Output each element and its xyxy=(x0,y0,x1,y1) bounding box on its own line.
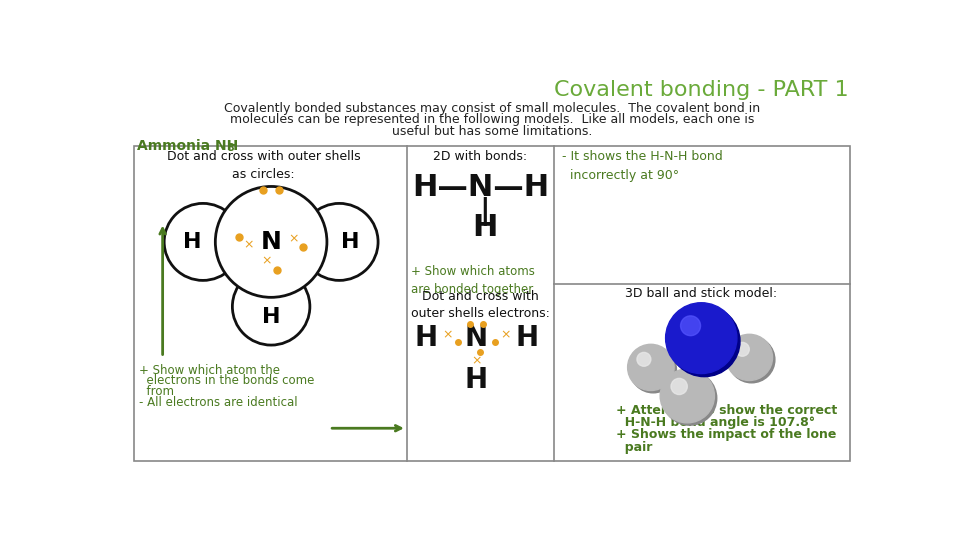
Text: 3: 3 xyxy=(227,143,233,153)
Circle shape xyxy=(215,186,327,298)
Circle shape xyxy=(636,353,651,366)
Text: |: | xyxy=(477,197,493,226)
Text: Dot and cross with outer shells
as circles:: Dot and cross with outer shells as circl… xyxy=(167,150,360,180)
Text: ×: × xyxy=(500,328,511,342)
Circle shape xyxy=(660,369,714,423)
Text: Dot and cross with
outer shells electrons:: Dot and cross with outer shells electron… xyxy=(411,289,550,320)
Text: N: N xyxy=(465,324,488,352)
Text: H: H xyxy=(465,367,488,395)
Text: Covalently bonded substances may consist of small molecules.  The covalent bond : Covalently bonded substances may consist… xyxy=(224,102,760,115)
Text: ×: × xyxy=(288,232,299,245)
Text: ×: × xyxy=(261,255,272,268)
Text: H: H xyxy=(472,213,497,241)
Text: ×: × xyxy=(471,355,482,368)
Circle shape xyxy=(669,306,740,377)
Text: H: H xyxy=(262,307,280,327)
Text: 3D ball and stick model:: 3D ball and stick model: xyxy=(625,287,778,300)
Text: useful but has some limitations.: useful but has some limitations. xyxy=(392,125,592,138)
Text: + Show which atoms
are bonded together: + Show which atoms are bonded together xyxy=(411,265,535,296)
Text: ×: × xyxy=(443,328,453,342)
Text: electrons in the bonds come: electrons in the bonds come xyxy=(139,374,315,387)
Circle shape xyxy=(232,268,310,345)
Text: H—N—H: H—N—H xyxy=(412,173,549,201)
Text: 2D with bonds:: 2D with bonds: xyxy=(433,150,527,163)
Text: - It shows the H-N-H bond
  incorrectly at 90°: - It shows the H-N-H bond incorrectly at… xyxy=(562,150,723,181)
Text: - All electrons are identical: - All electrons are identical xyxy=(139,396,298,409)
Text: from: from xyxy=(139,385,175,398)
Circle shape xyxy=(164,204,242,280)
Circle shape xyxy=(628,345,674,390)
Circle shape xyxy=(729,336,775,383)
Text: H: H xyxy=(415,324,438,352)
Bar xyxy=(134,146,850,461)
Text: molecules can be represented in the following models.  Like all models, each one: molecules can be represented in the foll… xyxy=(229,113,755,126)
Text: ×: × xyxy=(244,239,253,252)
Text: + Show which atom the: + Show which atom the xyxy=(139,363,280,376)
Circle shape xyxy=(665,303,737,374)
Circle shape xyxy=(681,316,701,336)
Text: Covalent bonding - PART 1: Covalent bonding - PART 1 xyxy=(554,80,849,100)
Text: Ammonia NH: Ammonia NH xyxy=(137,139,238,153)
Circle shape xyxy=(662,372,717,425)
Text: N: N xyxy=(261,230,281,254)
Text: H: H xyxy=(341,232,359,252)
Text: H-N-H bond angle is 107.8°: H-N-H bond angle is 107.8° xyxy=(616,416,815,429)
Circle shape xyxy=(300,204,378,280)
Circle shape xyxy=(726,334,773,381)
Text: pair: pair xyxy=(616,441,653,454)
Text: H: H xyxy=(516,324,539,352)
Text: + Shows the impact of the lone: + Shows the impact of the lone xyxy=(616,428,836,441)
Text: + Attempts to show the correct: + Attempts to show the correct xyxy=(616,403,837,416)
Circle shape xyxy=(671,379,687,395)
Circle shape xyxy=(630,347,677,393)
Circle shape xyxy=(735,342,750,356)
Text: H: H xyxy=(182,232,202,252)
